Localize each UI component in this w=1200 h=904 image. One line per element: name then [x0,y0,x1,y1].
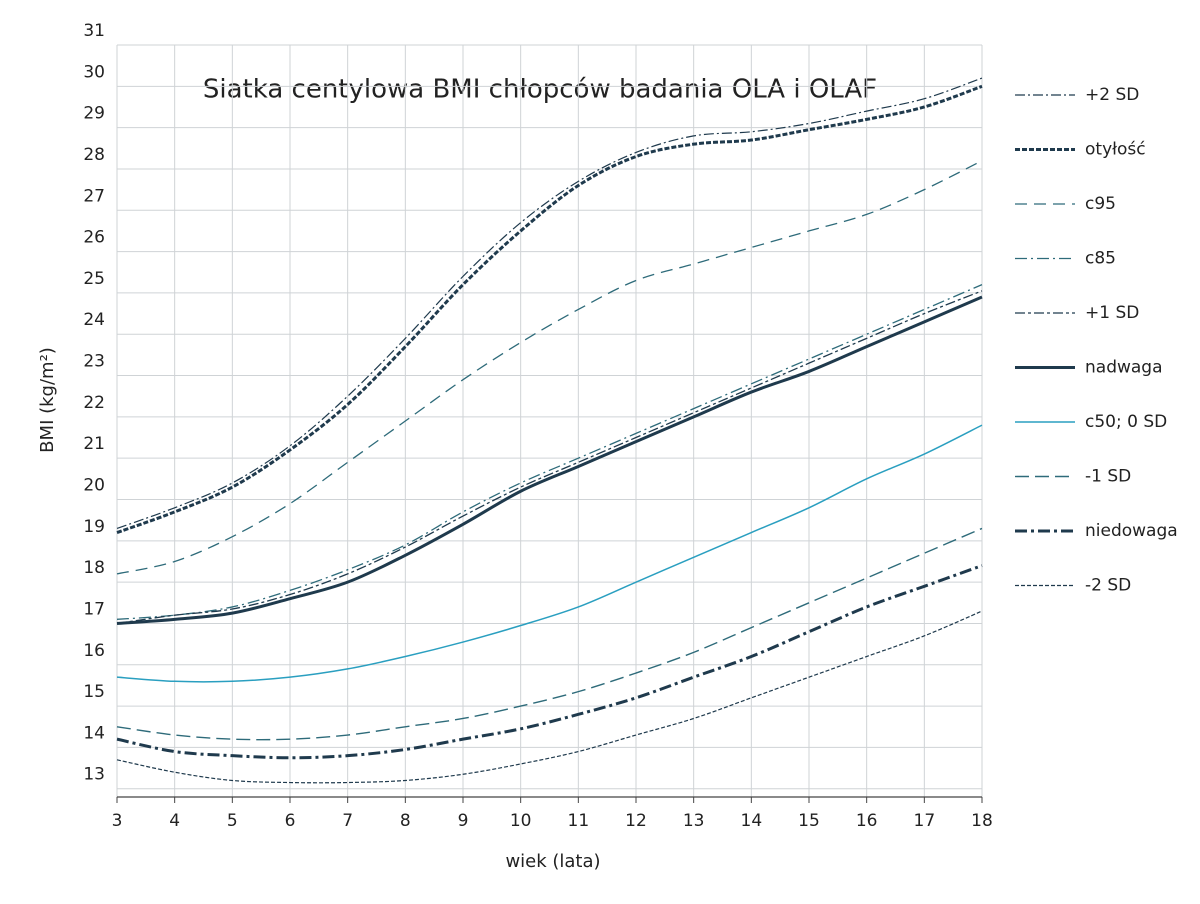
legend-label: +1 SD [1085,303,1139,323]
y-tick-label: 28 [83,145,105,165]
y-tick-label: 15 [83,682,105,702]
series-line [116,424,983,683]
y-axis-label: BMI (kg/m²) [37,347,58,453]
y-tick-label: 31 [83,21,105,41]
y-tick-label: 17 [83,599,105,619]
chart-title: Siatka centylowa BMI chłopców badania OL… [203,75,877,105]
series-line [116,527,983,741]
x-tick-label: 16 [856,811,878,831]
series-line [116,284,983,620]
x-tick-label: 18 [971,811,993,831]
series-line [116,295,983,625]
legend-label: otyłość [1085,140,1146,160]
x-axis-label: wiek (lata) [505,851,600,872]
y-tick-label: 29 [83,104,105,124]
y-tick-label: 23 [83,352,105,372]
series-line [116,77,983,529]
legend-label: niedowaga [1085,521,1178,541]
x-tick-label: 9 [458,811,469,831]
x-tick-label: 11 [568,811,590,831]
x-tick-label: 15 [798,811,820,831]
y-tick-label: 30 [83,62,105,82]
y-tick-label: 22 [83,393,105,413]
legend-label: nadwaga [1085,358,1163,378]
y-tick-label: 13 [83,765,105,785]
y-tick-label: 20 [83,476,105,496]
x-tick-label: 17 [914,811,936,831]
x-tick-label: 5 [227,811,238,831]
series-line [116,564,983,760]
legend-label: -2 SD [1085,576,1131,596]
legend-label: +2 SD [1085,85,1139,105]
y-tick-label: 16 [83,641,105,661]
x-tick-label: 10 [510,811,532,831]
series-line [116,160,983,575]
y-tick-label: 27 [83,186,105,206]
x-tick-label: 13 [683,811,705,831]
y-tick-label: 25 [83,269,105,289]
x-tick-label: 8 [400,811,411,831]
y-tick-label: 14 [83,723,105,743]
legend-label: -1 SD [1085,467,1131,487]
series-line [116,610,983,784]
legend-label: c50; 0 SD [1085,412,1167,432]
x-tick-label: 4 [169,811,180,831]
x-tick-label: 12 [625,811,647,831]
legend-label: c85 [1085,249,1116,269]
series-line [116,84,983,534]
x-tick-label: 3 [112,811,123,831]
y-tick-label: 24 [83,310,105,330]
legend-label: c95 [1085,194,1116,214]
y-tick-label: 19 [83,517,105,537]
y-tick-label: 26 [83,228,105,248]
x-tick-label: 7 [342,811,353,831]
y-tick-label: 18 [83,558,105,578]
x-tick-label: 14 [741,811,763,831]
y-tick-label: 21 [83,434,105,454]
x-tick-label: 6 [285,811,296,831]
series-line [116,290,983,625]
